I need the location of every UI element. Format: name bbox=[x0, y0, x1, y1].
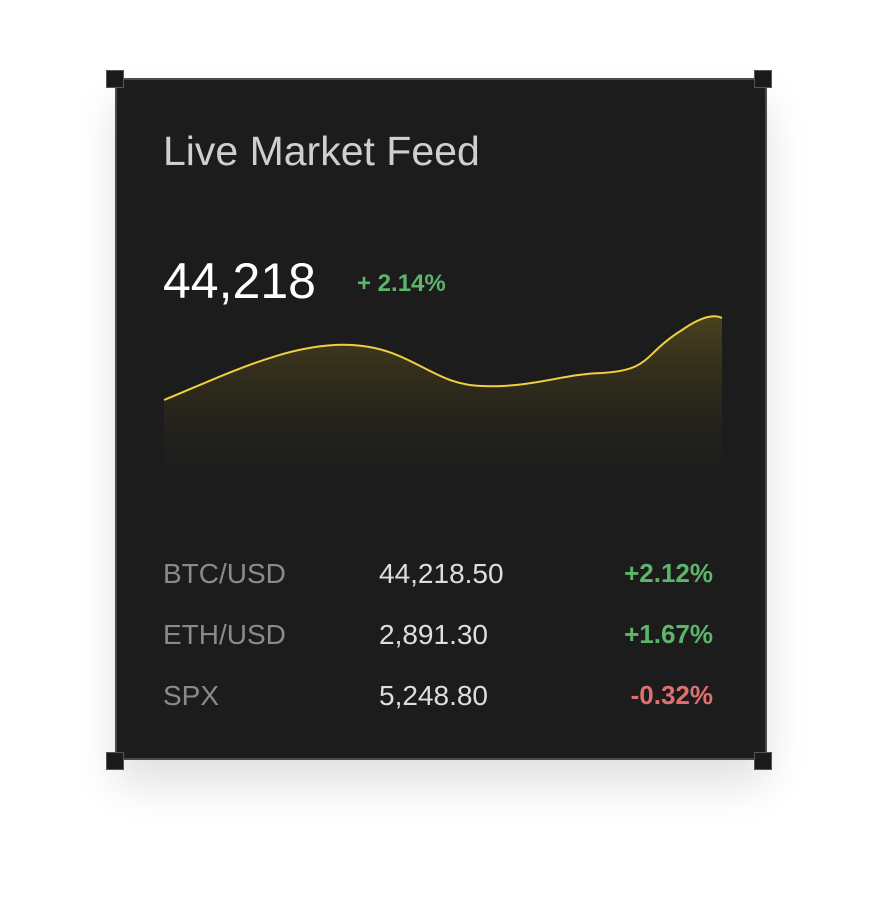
ticker-row: BTC/USD 44,218.50 +2.12% bbox=[163, 558, 713, 598]
resize-handle[interactable] bbox=[754, 70, 772, 88]
resize-handle[interactable] bbox=[106, 70, 124, 88]
price-change: + 2.14% bbox=[357, 270, 446, 297]
quote: 44,218.50 bbox=[379, 558, 504, 589]
market-card: Live Market Feed 44,218 + 2.14% BTC/USD … bbox=[115, 78, 767, 760]
symbol: BTC/USD bbox=[163, 558, 286, 589]
price: 44,218 bbox=[163, 253, 316, 309]
change: +1.67% bbox=[624, 619, 713, 649]
ticker-row: ETH/USD 2,891.30 +1.67% bbox=[163, 619, 713, 659]
ticker-row: SPX 5,248.80 -0.32% bbox=[163, 680, 713, 720]
sparkline bbox=[163, 315, 723, 500]
symbol: SPX bbox=[163, 680, 220, 711]
quote: 5,248.80 bbox=[379, 680, 488, 711]
title: Live Market Feed bbox=[163, 128, 480, 174]
resize-handle[interactable] bbox=[754, 752, 772, 770]
change: +2.12% bbox=[624, 558, 713, 588]
sparkline-line bbox=[163, 315, 723, 401]
sparkline-area bbox=[164, 316, 722, 500]
resize-handle[interactable] bbox=[106, 752, 124, 770]
quote: 2,891.30 bbox=[379, 619, 488, 650]
change: -0.32% bbox=[630, 680, 713, 710]
symbol: ETH/USD bbox=[163, 619, 286, 650]
